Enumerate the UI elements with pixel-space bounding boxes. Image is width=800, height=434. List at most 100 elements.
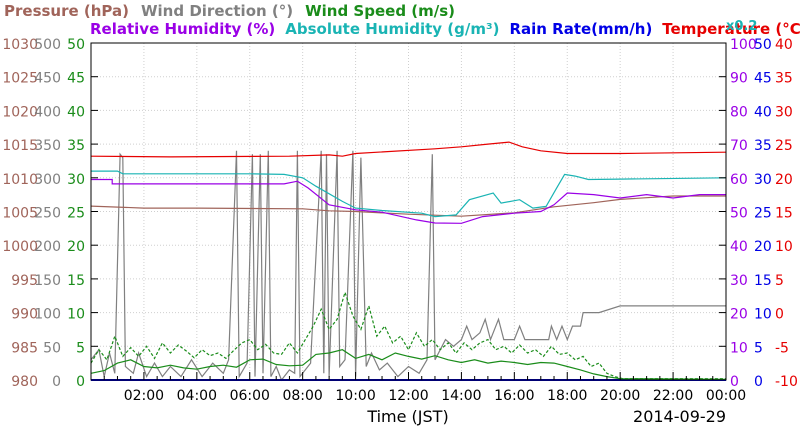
tick-rain_rate-8: 40 [754,104,772,120]
tick-temperature-6: 20 [775,172,793,188]
series-pressure [90,195,726,217]
series-relative-humidity [91,178,726,224]
legend-relative-humidity-: Relative Humidity (%) [90,20,275,38]
tick-pressure-5: 1005 [2,206,38,222]
tick-wind_speed-5: 25 [67,206,85,222]
left-axes: 9809859909951000100510101015102010251030… [2,37,98,390]
tick-pressure-8: 1020 [2,104,38,120]
x-tick-label-9: 20:00 [600,388,640,404]
tick-wind_speed-9: 45 [67,71,85,87]
tick-rain_rate-6: 30 [754,172,772,188]
tick-relative_humidity-3: 30 [730,273,748,289]
x-tick-label-1: 04:00 [177,388,217,404]
x-tick-label-6: 14:00 [441,388,481,404]
tick-relative_humidity-2: 20 [730,307,748,323]
x-axis-label: Time (JST) [366,407,448,426]
tick-wind_direction-3: 150 [34,273,61,289]
tick-rain_rate-2: 10 [754,307,772,323]
tick-wind_direction-5: 250 [34,206,61,222]
right-axes: 0102030405060708090100051015202530354045… [719,37,798,390]
tick-temperature-10: 40 [775,37,793,53]
x-tick-label-8: 18:00 [547,388,587,404]
tick-wind_direction-8: 400 [34,104,61,120]
tick-rain_rate-5: 25 [754,206,772,222]
tick-temperature-7: 25 [775,138,793,154]
tick-pressure-10: 1030 [2,37,38,53]
tick-temperature-2: 0 [775,307,784,323]
tick-relative_humidity-1: 10 [730,340,748,356]
x-tick-label-3: 08:00 [282,388,322,404]
x-tick-label-2: 06:00 [230,388,270,404]
tick-rain_rate-1: 5 [754,340,763,356]
tick-temperature-3: 5 [775,273,784,289]
tick-temperature-9: 35 [775,71,793,87]
x-tick-label-11: 00:00 [706,388,746,404]
series-wind-speed-gust [90,290,726,380]
x-tick-label-10: 22:00 [653,388,693,404]
tick-relative_humidity-9: 90 [730,71,748,87]
tick-relative_humidity-7: 70 [730,138,748,154]
tick-relative_humidity-10: 100 [730,37,757,53]
tick-rain_rate-9: 45 [754,71,772,87]
x-tick-label-5: 12:00 [388,388,428,404]
legend-wind-speed-m-s-: Wind Speed (m/s) [305,2,455,20]
tick-relative_humidity-5: 50 [730,206,748,222]
tick-pressure-0: 980 [11,374,38,390]
tick-relative_humidity-6: 60 [730,172,748,188]
tick-pressure-2: 990 [11,307,38,323]
legend-absolute-humidity-g-m-: Absolute Humidity (g/m³) [285,20,499,38]
tick-pressure-4: 1000 [2,239,38,255]
tick-pressure-3: 995 [11,273,38,289]
tick-wind_speed-10: 50 [67,37,85,53]
x-tick-label-4: 10:00 [335,388,375,404]
tick-relative_humidity-8: 80 [730,104,748,120]
tick-pressure-6: 1010 [2,172,38,188]
tick-wind_direction-1: 50 [43,340,61,356]
tick-wind_direction-0: 0 [52,374,61,390]
tick-rain_rate-3: 15 [754,273,772,289]
tick-wind_speed-6: 30 [67,172,85,188]
rain-scale-note: x0.2 [726,19,757,34]
tick-rain_rate-10: 50 [754,37,772,53]
tick-wind_speed-8: 40 [67,104,85,120]
tick-temperature-4: 10 [775,239,793,255]
tick-wind_speed-4: 20 [67,239,85,255]
x-tick-label-0: 02:00 [124,388,164,404]
series-absolute-humidity [91,170,727,218]
legend-temperature-c-: Temperature (°C) [662,20,800,38]
tick-wind_direction-2: 100 [34,307,61,323]
tick-wind_speed-0: 0 [76,374,85,390]
tick-pressure-7: 1015 [2,138,38,154]
tick-relative_humidity-4: 40 [730,239,748,255]
legend-pressure-hpa-: Pressure (hPa) [4,2,129,20]
series-temperature [90,141,727,158]
x-tick-label-7: 16:00 [494,388,534,404]
tick-rain_rate-7: 35 [754,138,772,154]
tick-wind_speed-3: 15 [67,273,85,289]
tick-wind_direction-6: 300 [34,172,61,188]
date-label: 2014-09-29 [633,407,726,426]
tick-temperature-1: -5 [775,340,789,356]
tick-wind_direction-7: 350 [34,138,61,154]
tick-temperature-8: 30 [775,104,793,120]
tick-temperature-5: 15 [775,206,793,222]
legend: Pressure (hPa) Wind Direction (°) Wind Spe… [4,2,800,38]
tick-wind_direction-10: 500 [34,37,61,53]
tick-pressure-1: 985 [11,340,38,356]
legend-wind-direction-: Wind Direction (°) [141,2,293,20]
tick-wind_speed-7: 35 [67,138,85,154]
tick-rain_rate-4: 20 [754,239,772,255]
x-axis: 02:00 04:00 06:00 08:00 10:00 12:00 14:00 16:00… [103,372,746,404]
tick-relative_humidity-0: 0 [730,374,739,390]
tick-wind_direction-4: 200 [34,239,61,255]
tick-wind_direction-9: 450 [34,71,61,87]
tick-wind_speed-2: 10 [67,307,85,323]
series-wind-speed [90,349,727,380]
tick-wind_speed-1: 5 [76,340,85,356]
tick-rain_rate-0: 0 [754,374,763,390]
legend-rain-rate-mm-h-: Rain Rate(mm/h) [509,20,652,38]
tick-pressure-9: 1025 [2,71,38,87]
series-wind-direction [90,150,726,382]
